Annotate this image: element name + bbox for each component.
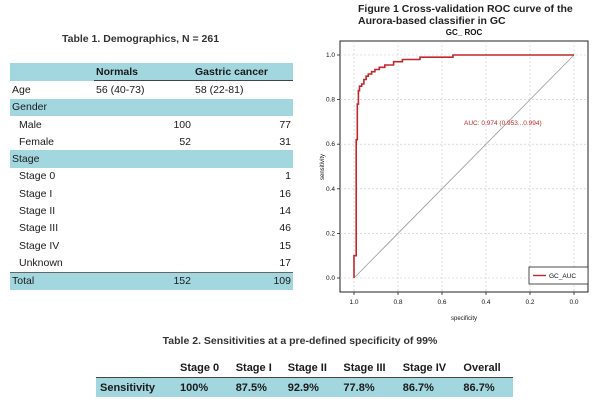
header-normals: Normals [94,63,193,82]
table-cell: 109 [193,271,293,290]
table-cell: Sensitivity [96,377,176,397]
table-cell [94,237,193,254]
table-cell: Stage 0 [19,170,56,183]
chart-title: GC_ ROC [446,28,483,37]
table-cell: 152 [94,271,193,290]
table-cell [94,220,193,237]
table-header: Stage 0 [176,358,232,378]
y-tick-label: 0.8 [326,97,335,104]
reference-line [353,54,575,279]
table-cell: Stage [10,150,94,168]
table-cell: Stage IV [19,239,60,252]
table-row: Stage 0 Stage I Stage II Stage III Stage… [96,358,513,378]
table-cell: Age [12,83,31,96]
roc-chart: GC_ ROC 1.0 0.8 0.6 0.4 0.2 0.0 0.00.20.40.60… [320,28,589,322]
legend: GC_AUC [528,266,589,285]
auc-annotation: AUC: 0.974 (0.953...0.994) [464,120,542,127]
table-row: Normals Gastric cancer [10,63,293,82]
table-row: Stage II 14 [10,202,293,219]
table-header: Stage I [231,358,284,378]
table-cell: 15 [279,239,291,252]
table1-title: Table 1. Demographics, N = 261 [62,33,220,45]
y-tick-label: 1.0 [326,52,335,59]
header-gastric-cancer: Gastric cancer [193,63,293,82]
table-cell: Stage I [19,187,53,200]
table-cell [193,150,293,168]
y-axis: 0.0 0.2 0.4 0.6 0.8 1.0 [326,52,340,282]
table-cell [94,150,193,168]
table-cell: 1 [285,170,291,183]
table-header: Stage III [339,358,399,378]
x-tick-label: 0.6 [437,299,446,306]
table-cell [94,254,193,272]
x-tick-label: 0.8 [393,299,402,306]
figure-title: Figure 1 Cross-validation ROC curve of t… [358,3,573,27]
y-tick-label: 0.4 [326,186,335,193]
table-row: Stage [10,150,293,168]
table-cell: Male [19,118,42,131]
table-cell: 87.5% [231,377,284,397]
table-row: Age 56 (40-73) 58 (22-81) [10,81,293,99]
table-row: Stage IV 15 [10,237,293,254]
sensitivities-table: Stage 0 Stage I Stage II Stage III Stage… [96,358,513,397]
table-cell: 100% [176,377,232,397]
table-cell: 77 [279,118,291,131]
y-axis-label: sensitivity [320,154,326,180]
table-cell: Unknown [19,256,63,269]
legend-label: GC_AUC [549,273,576,280]
table-cell: 77.8% [339,377,399,397]
table-cell: 16 [279,187,291,200]
table-cell: 52 [179,135,191,148]
table-header: Overall [459,358,513,378]
table-row: Stage 0 1 [10,168,293,185]
table-cell: 14 [279,205,291,218]
x-tick-label: 0.0 [569,299,578,306]
table-cell [94,168,193,185]
table-cell: Female [19,135,55,148]
table-cell: 46 [279,222,291,235]
table-row: Total 152 109 [10,271,293,290]
y-tick-label: 0.2 [326,230,335,237]
x-tick-label: 0.2 [525,299,534,306]
table-cell: 17 [279,256,291,269]
x-tick-label: 0.4 [481,299,490,306]
table-row: Stage I 16 [10,185,293,202]
table-cell [96,358,176,378]
y-tick-label: 0.6 [326,141,335,148]
table-cell: Stage II [19,205,56,218]
table-cell: 56 (40-73) [96,83,145,96]
table-row: Sensitivity 100% 87.5% 92.9% 77.8% 86.7%… [96,377,513,397]
table-cell: Total [10,271,94,290]
table-cell [94,98,193,116]
table-header: Stage II [283,358,340,378]
table-row: Gender [10,98,293,116]
table-cell: 31 [279,135,291,148]
table-cell: Gender [10,98,94,116]
x-axis-label: specificity [451,316,477,322]
x-tick-label: 1.0 [349,299,358,306]
table-header: Stage IV [398,358,460,378]
table-row: Unknown 17 [10,254,293,272]
table-row: Female 52 31 [10,133,293,150]
table-cell: Stage III [19,222,59,235]
table-cell [10,63,94,81]
table-cell [94,185,193,202]
table-cell: 86.7% [459,377,513,397]
table2-title: Table 2. Sensitivities at a pre-defined … [162,335,438,347]
table-cell [193,98,293,116]
table-row: Male 100 77 [10,116,293,133]
table-cell: 92.9% [283,377,340,397]
y-tick-label: 0.0 [326,275,335,282]
demographics-table: Normals Gastric cancer Age 56 (40-73) 58… [10,63,293,290]
x-axis: 1.0 0.8 0.6 0.4 0.2 0.0 [349,292,579,306]
table-cell: 86.7% [398,377,460,397]
table-row: Stage III 46 [10,220,293,237]
roc-curve [353,54,574,278]
plot-frame [339,40,589,293]
table-cell: 58 (22-81) [195,83,244,96]
table-cell [94,202,193,219]
table-cell: 100 [173,118,191,131]
